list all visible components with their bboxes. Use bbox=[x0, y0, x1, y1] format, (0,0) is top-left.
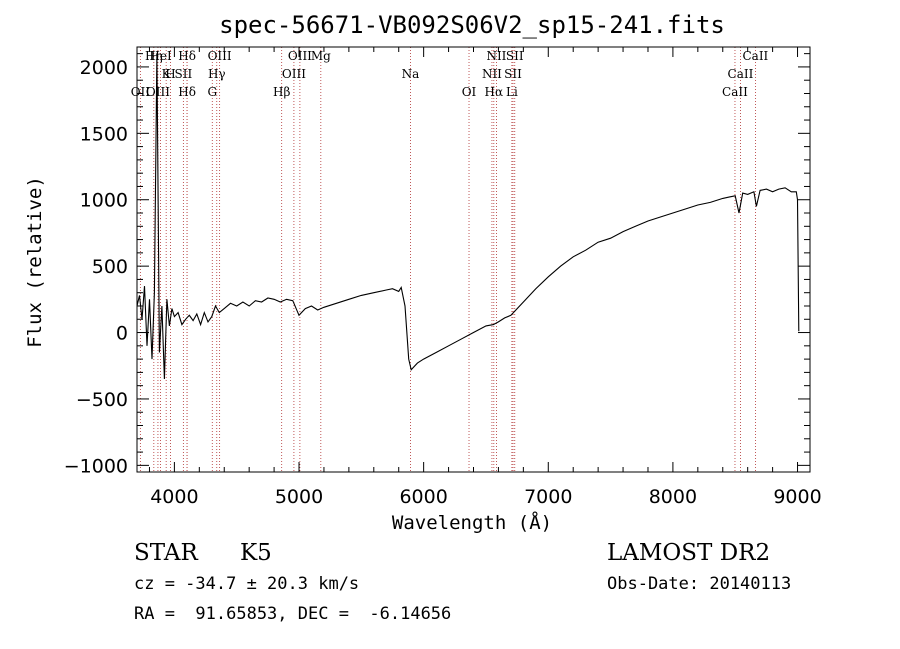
y-tick-label: 1000 bbox=[80, 190, 128, 212]
line-label: Hδ bbox=[178, 49, 196, 63]
axis-ticks bbox=[137, 47, 810, 472]
line-label: Hβ bbox=[273, 85, 290, 99]
y-tick-label: −500 bbox=[76, 389, 128, 411]
x-tick-label: 5000 bbox=[275, 486, 323, 508]
line-label: OIII bbox=[288, 49, 312, 63]
x-tick-labels: 4000 5000 6000 7000 8000 9000 bbox=[150, 486, 822, 508]
x-tick-label: 7000 bbox=[524, 486, 572, 508]
line-label: Mg bbox=[311, 49, 331, 63]
spectral-subclass: K5 bbox=[240, 540, 272, 566]
x-tick-label: 9000 bbox=[773, 486, 821, 508]
line-label: Na bbox=[402, 67, 420, 81]
line-label: K bbox=[162, 67, 172, 81]
redshift-text: cz = -34.7 ± 20.3 km/s bbox=[134, 574, 360, 594]
line-label: CaII bbox=[728, 67, 754, 81]
survey-name: LAMOST DR2 bbox=[607, 540, 771, 566]
x-tick-label: 6000 bbox=[399, 486, 447, 508]
line-label: SII bbox=[506, 49, 524, 63]
line-label: CaII bbox=[722, 85, 748, 99]
obs-date-text: Obs-Date: 20140113 bbox=[607, 574, 792, 594]
x-tick-label: 4000 bbox=[150, 486, 198, 508]
x-tick-label: 8000 bbox=[649, 486, 697, 508]
y-tick-label: 2000 bbox=[80, 57, 128, 79]
line-label: Hγ bbox=[208, 67, 226, 81]
line-label: Hα bbox=[485, 85, 504, 99]
line-label: OIII bbox=[146, 85, 170, 99]
x-axis-label: Wavelength (Å) bbox=[392, 511, 552, 534]
y-tick-label: −1000 bbox=[64, 455, 128, 477]
spectral-line-labels: HδKOIIHeISIIOIIIHηHHδOIIIHγGOIIIOIIIHβMg… bbox=[131, 49, 769, 99]
y-tick-label: 0 bbox=[116, 323, 128, 345]
y-tick-label: 1500 bbox=[80, 123, 128, 145]
y-tick-label: 500 bbox=[92, 256, 128, 278]
line-label: SII bbox=[175, 67, 193, 81]
y-axis-label: Flux (relative) bbox=[24, 176, 46, 348]
line-label: OI bbox=[462, 85, 477, 99]
coordinates-text: RA = 91.65853, DEC = -6.14656 bbox=[134, 604, 452, 624]
line-label: Li bbox=[506, 85, 518, 99]
line-label: H bbox=[165, 67, 175, 81]
line-label: CaII bbox=[742, 49, 768, 63]
line-label: NII bbox=[482, 67, 502, 81]
spectral-line-markers bbox=[139, 47, 756, 472]
plot-frame bbox=[136, 46, 811, 473]
line-label: OII bbox=[131, 85, 151, 99]
y-tick-labels: −1000 −500 0 500 1000 1500 2000 bbox=[64, 57, 128, 477]
object-class: STAR bbox=[134, 540, 198, 566]
line-label: HeI bbox=[149, 49, 172, 63]
spectrum-series-line bbox=[136, 53, 800, 380]
chart-title: spec-56671-VB092S06V2_sp15-241.fits bbox=[219, 11, 725, 39]
line-label: Hδ bbox=[178, 85, 196, 99]
line-label: NII bbox=[486, 49, 506, 63]
line-label: SII bbox=[504, 67, 522, 81]
line-label: OIII bbox=[282, 67, 306, 81]
line-label: G bbox=[207, 85, 217, 99]
line-label: Hη bbox=[145, 49, 163, 63]
line-label: OIII bbox=[208, 49, 232, 63]
